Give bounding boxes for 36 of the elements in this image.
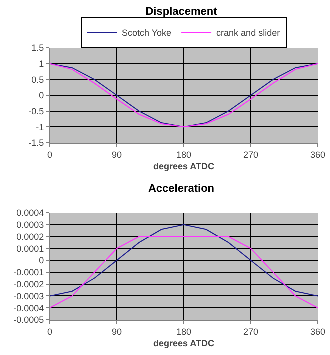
y-tick-label: 0.5 [32,74,44,85]
x-tick-label: 270 [243,326,259,337]
y-tick-label: -0.0004 [14,303,44,314]
y-tick-label: 0.0001 [16,244,44,254]
x-axis-title: degrees ATDC [153,162,216,172]
y-tick-label: 1 [39,58,44,69]
x-tick-label: 360 [310,326,326,337]
legend-label: crank and slider [216,28,280,38]
x-tick-label: 90 [112,326,122,337]
y-tick-label: 0 [39,90,44,101]
y-tick-label: 0.0004 [16,208,44,218]
y-tick-label: -1 [36,122,44,132]
x-tick-label: 0 [47,150,53,160]
y-tick-label: 1.5 [32,43,44,54]
y-tick-label: -0.5 [28,106,44,116]
x-axis-title: degrees ATDC [153,338,216,349]
y-tick-label: -0.0001 [14,268,44,278]
y-tick-label: 0.0003 [16,220,44,230]
line-series [50,236,318,309]
y-tick-label: -0.0005 [14,315,44,326]
x-tick-label: 360 [310,150,326,160]
y-tick-label: 0 [39,256,44,266]
line-series [50,63,318,128]
x-tick-label: 90 [112,150,122,160]
x-tick-label: 180 [176,326,192,337]
line-series [50,224,318,297]
legend-label: Scotch Yoke [122,28,172,38]
x-tick-label: 0 [47,326,53,337]
chart-title: Acceleration [148,182,215,195]
x-tick-label: 270 [243,150,259,160]
chart-title: Displacement [146,6,218,18]
y-tick-label: -0.0003 [14,291,44,302]
y-tick-label: 0.0002 [16,232,44,242]
x-tick-label: 180 [176,150,192,160]
y-tick-label: -0.0002 [14,279,44,290]
y-tick-label: -1.5 [28,138,44,148]
